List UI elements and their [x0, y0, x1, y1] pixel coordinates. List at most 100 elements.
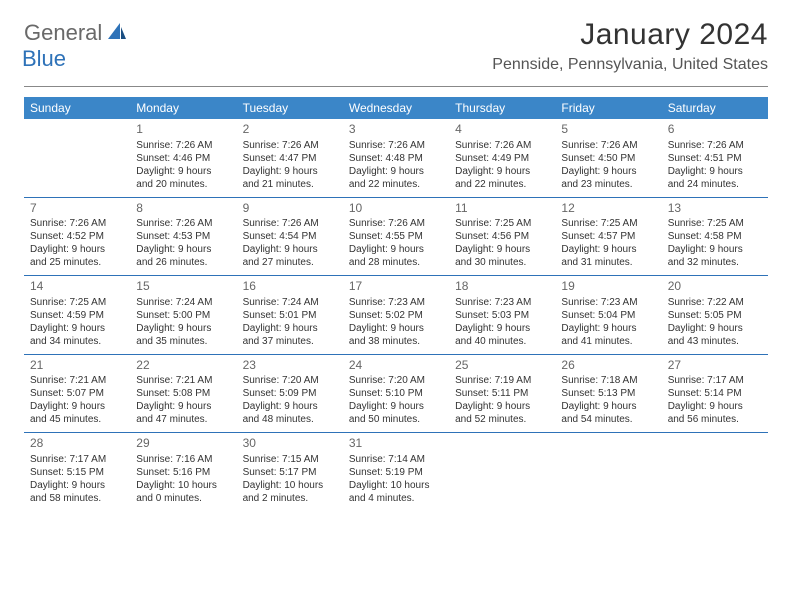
day-number: 8 — [136, 201, 230, 217]
day-d2: and 56 minutes. — [668, 413, 762, 426]
day-sr: Sunrise: 7:20 AM — [243, 374, 337, 387]
day-cell: 8Sunrise: 7:26 AMSunset: 4:53 PMDaylight… — [130, 197, 236, 276]
day-sr: Sunrise: 7:17 AM — [30, 453, 124, 466]
day-d2: and 32 minutes. — [668, 256, 762, 269]
day-d1: Daylight: 9 hours — [136, 243, 230, 256]
day-ss: Sunset: 4:57 PM — [561, 230, 655, 243]
day-number: 19 — [561, 279, 655, 295]
day-cell: 26Sunrise: 7:18 AMSunset: 5:13 PMDayligh… — [555, 354, 661, 433]
day-d1: Daylight: 9 hours — [243, 165, 337, 178]
day-sr: Sunrise: 7:16 AM — [136, 453, 230, 466]
day-cell — [555, 433, 661, 511]
day-ss: Sunset: 5:04 PM — [561, 309, 655, 322]
day-cell: 14Sunrise: 7:25 AMSunset: 4:59 PMDayligh… — [24, 276, 130, 355]
day-ss: Sunset: 4:52 PM — [30, 230, 124, 243]
day-d2: and 48 minutes. — [243, 413, 337, 426]
day-sr: Sunrise: 7:20 AM — [349, 374, 443, 387]
day-cell: 18Sunrise: 7:23 AMSunset: 5:03 PMDayligh… — [449, 276, 555, 355]
day-ss: Sunset: 5:01 PM — [243, 309, 337, 322]
day-sr: Sunrise: 7:19 AM — [455, 374, 549, 387]
day-cell: 13Sunrise: 7:25 AMSunset: 4:58 PMDayligh… — [662, 197, 768, 276]
day-cell: 22Sunrise: 7:21 AMSunset: 5:08 PMDayligh… — [130, 354, 236, 433]
day-sr: Sunrise: 7:26 AM — [136, 139, 230, 152]
day-ss: Sunset: 4:56 PM — [455, 230, 549, 243]
day-sr: Sunrise: 7:23 AM — [455, 296, 549, 309]
day-cell: 5Sunrise: 7:26 AMSunset: 4:50 PMDaylight… — [555, 119, 661, 197]
day-number: 28 — [30, 436, 124, 452]
day-d2: and 41 minutes. — [561, 335, 655, 348]
day-sr: Sunrise: 7:21 AM — [136, 374, 230, 387]
day-d1: Daylight: 9 hours — [455, 322, 549, 335]
day-d1: Daylight: 9 hours — [455, 400, 549, 413]
day-sr: Sunrise: 7:14 AM — [349, 453, 443, 466]
day-d1: Daylight: 9 hours — [30, 479, 124, 492]
day-d2: and 34 minutes. — [30, 335, 124, 348]
day-number: 29 — [136, 436, 230, 452]
logo: General — [24, 20, 130, 46]
day-d2: and 27 minutes. — [243, 256, 337, 269]
day-ss: Sunset: 5:00 PM — [136, 309, 230, 322]
day-cell: 27Sunrise: 7:17 AMSunset: 5:14 PMDayligh… — [662, 354, 768, 433]
day-ss: Sunset: 4:53 PM — [136, 230, 230, 243]
day-sr: Sunrise: 7:26 AM — [30, 217, 124, 230]
day-sr: Sunrise: 7:26 AM — [243, 217, 337, 230]
day-ss: Sunset: 5:14 PM — [668, 387, 762, 400]
title-block: January 2024 Pennside, Pennsylvania, Uni… — [492, 18, 768, 74]
day-sr: Sunrise: 7:22 AM — [668, 296, 762, 309]
day-sr: Sunrise: 7:18 AM — [561, 374, 655, 387]
col-saturday: Saturday — [662, 97, 768, 119]
day-d1: Daylight: 9 hours — [561, 243, 655, 256]
day-sr: Sunrise: 7:26 AM — [349, 139, 443, 152]
day-ss: Sunset: 4:55 PM — [349, 230, 443, 243]
day-d1: Daylight: 9 hours — [668, 243, 762, 256]
day-d1: Daylight: 9 hours — [455, 243, 549, 256]
day-number: 17 — [349, 279, 443, 295]
day-sr: Sunrise: 7:25 AM — [30, 296, 124, 309]
day-number: 2 — [243, 122, 337, 138]
day-sr: Sunrise: 7:15 AM — [243, 453, 337, 466]
day-d1: Daylight: 9 hours — [243, 243, 337, 256]
day-d2: and 21 minutes. — [243, 178, 337, 191]
day-d2: and 43 minutes. — [668, 335, 762, 348]
day-ss: Sunset: 5:05 PM — [668, 309, 762, 322]
day-sr: Sunrise: 7:25 AM — [455, 217, 549, 230]
day-cell: 19Sunrise: 7:23 AMSunset: 5:04 PMDayligh… — [555, 276, 661, 355]
day-cell: 2Sunrise: 7:26 AMSunset: 4:47 PMDaylight… — [237, 119, 343, 197]
day-cell: 11Sunrise: 7:25 AMSunset: 4:56 PMDayligh… — [449, 197, 555, 276]
day-number: 13 — [668, 201, 762, 217]
day-cell: 17Sunrise: 7:23 AMSunset: 5:02 PMDayligh… — [343, 276, 449, 355]
top-rule — [24, 86, 768, 87]
day-number: 23 — [243, 358, 337, 374]
day-d1: Daylight: 9 hours — [455, 165, 549, 178]
week-row: 28Sunrise: 7:17 AMSunset: 5:15 PMDayligh… — [24, 433, 768, 511]
day-d2: and 28 minutes. — [349, 256, 443, 269]
day-cell: 15Sunrise: 7:24 AMSunset: 5:00 PMDayligh… — [130, 276, 236, 355]
day-sr: Sunrise: 7:25 AM — [561, 217, 655, 230]
day-sr: Sunrise: 7:26 AM — [455, 139, 549, 152]
header: General January 2024 Pennside, Pennsylva… — [24, 18, 768, 74]
day-cell: 21Sunrise: 7:21 AMSunset: 5:07 PMDayligh… — [24, 354, 130, 433]
day-cell: 23Sunrise: 7:20 AMSunset: 5:09 PMDayligh… — [237, 354, 343, 433]
day-d1: Daylight: 9 hours — [561, 322, 655, 335]
day-d1: Daylight: 9 hours — [561, 400, 655, 413]
day-d1: Daylight: 9 hours — [136, 322, 230, 335]
day-sr: Sunrise: 7:26 AM — [349, 217, 443, 230]
day-d2: and 20 minutes. — [136, 178, 230, 191]
day-ss: Sunset: 5:19 PM — [349, 466, 443, 479]
day-d2: and 58 minutes. — [30, 492, 124, 505]
day-number: 11 — [455, 201, 549, 217]
day-d2: and 0 minutes. — [136, 492, 230, 505]
day-cell: 6Sunrise: 7:26 AMSunset: 4:51 PMDaylight… — [662, 119, 768, 197]
day-ss: Sunset: 5:15 PM — [30, 466, 124, 479]
week-row: 14Sunrise: 7:25 AMSunset: 4:59 PMDayligh… — [24, 276, 768, 355]
day-sr: Sunrise: 7:26 AM — [561, 139, 655, 152]
day-d2: and 2 minutes. — [243, 492, 337, 505]
day-number: 30 — [243, 436, 337, 452]
day-d1: Daylight: 9 hours — [668, 322, 762, 335]
day-d2: and 22 minutes. — [455, 178, 549, 191]
day-d1: Daylight: 9 hours — [349, 322, 443, 335]
sail-icon — [106, 21, 128, 46]
day-sr: Sunrise: 7:26 AM — [136, 217, 230, 230]
day-d1: Daylight: 9 hours — [136, 400, 230, 413]
location: Pennside, Pennsylvania, United States — [492, 56, 768, 74]
